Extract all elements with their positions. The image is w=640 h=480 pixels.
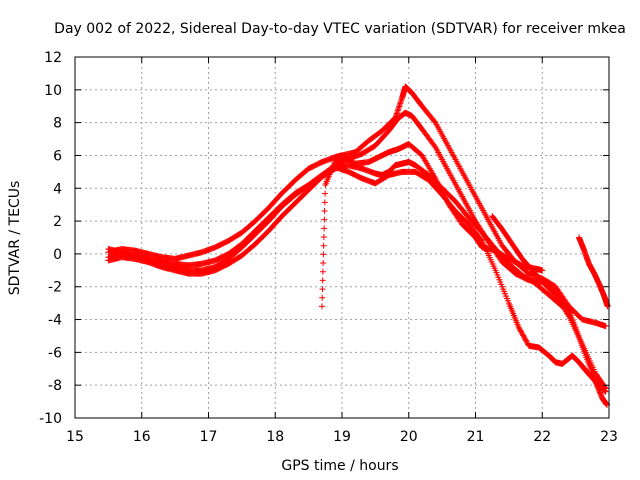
data-point	[321, 225, 328, 232]
data-point	[518, 328, 525, 335]
grid	[75, 57, 609, 418]
data-point	[319, 294, 326, 301]
x-axis-label: GPS time / hours	[281, 458, 398, 474]
series-satellite-track-5	[318, 140, 546, 310]
data-point	[520, 332, 527, 339]
data-point	[520, 333, 527, 340]
data-point	[604, 303, 611, 310]
chart-title: Day 002 of 2022, Sidereal Day-to-day VTE…	[54, 21, 626, 37]
x-tick-label: 17	[200, 429, 218, 445]
data-point	[321, 199, 328, 206]
data-point	[539, 267, 546, 274]
data-point	[321, 216, 328, 223]
data-point	[602, 323, 609, 330]
data-point	[523, 338, 530, 345]
x-tick-label: 19	[333, 429, 351, 445]
data-point	[320, 260, 327, 267]
data-point	[320, 234, 327, 241]
y-tick-label: 4	[53, 181, 62, 197]
x-tick-label: 15	[66, 429, 84, 445]
x-tick-label: 23	[600, 429, 618, 445]
y-tick-label: -10	[39, 411, 62, 427]
y-tick-label: 0	[53, 247, 62, 263]
data-points	[105, 83, 611, 408]
x-tick-label: 20	[400, 429, 418, 445]
x-tick-label: 21	[467, 429, 485, 445]
y-tick-label: 10	[44, 83, 62, 99]
data-point	[516, 326, 523, 333]
data-point	[322, 190, 329, 197]
data-point	[320, 251, 327, 258]
y-axis-label: SDTVAR / TECUs	[7, 181, 23, 296]
x-tick-label: 18	[266, 429, 284, 445]
y-tick-label: -8	[48, 378, 62, 394]
data-point	[523, 337, 530, 344]
data-point	[601, 387, 608, 394]
series-satellite-track-8	[562, 300, 610, 408]
series-satellite-track-7	[575, 234, 611, 310]
data-point	[518, 329, 525, 336]
x-tick-label: 22	[533, 429, 551, 445]
series-satellite-track-1	[105, 83, 609, 330]
data-point	[319, 268, 326, 275]
data-point	[558, 302, 565, 309]
y-tick-label: 12	[44, 50, 62, 66]
data-point	[521, 335, 528, 342]
y-tick-label: -6	[48, 345, 62, 361]
data-point	[601, 388, 608, 395]
y-axis-tick-labels: -10 -8 -6 -4 -2 0 2 4 6 8 10 12	[39, 50, 62, 427]
x-tick-label: 16	[133, 429, 151, 445]
data-point	[319, 277, 326, 284]
y-tick-label: 8	[53, 116, 62, 132]
y-tick-label: 2	[53, 214, 62, 230]
x-axis-tick-labels: 15 16 17 18 19 20 21 22 23	[66, 429, 618, 445]
data-point	[320, 242, 327, 249]
data-point	[319, 286, 326, 293]
y-tick-label: -4	[48, 313, 62, 329]
data-point	[519, 331, 526, 338]
data-point	[522, 336, 529, 343]
y-tick-label: -2	[48, 280, 62, 296]
data-point	[517, 327, 524, 334]
data-point	[318, 303, 325, 310]
axis-ticks	[74, 56, 610, 419]
data-point	[602, 388, 609, 395]
data-point	[515, 324, 522, 331]
y-tick-label: 6	[53, 148, 62, 164]
data-point	[431, 142, 438, 149]
data-point	[321, 208, 328, 215]
